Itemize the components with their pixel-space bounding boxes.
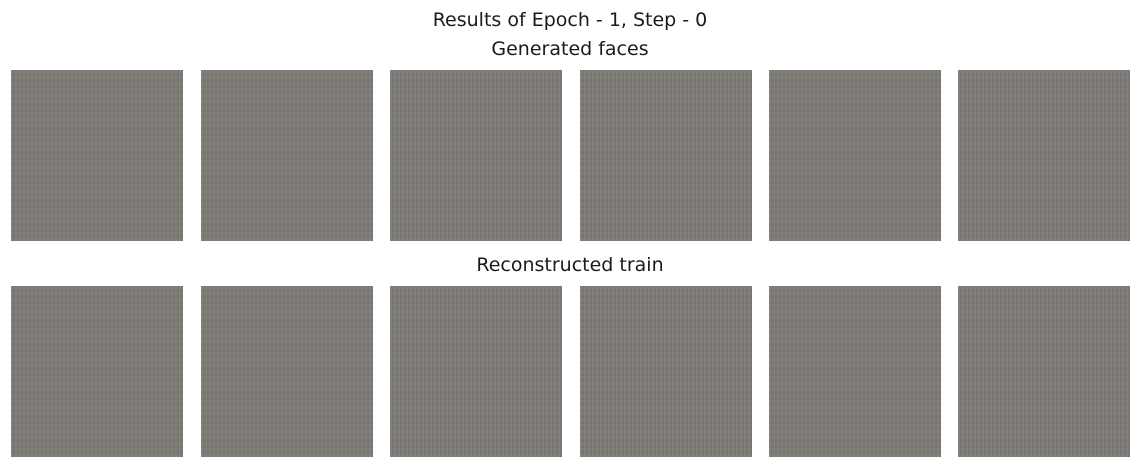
reconstructed-train-title: Reconstructed train: [476, 254, 664, 276]
reconstructed-image: [769, 286, 941, 457]
reconstructed-train-row: [0, 286, 1140, 458]
generated-face-image: [11, 70, 183, 241]
generated-face-image: [769, 70, 941, 241]
generated-face-image: [580, 70, 752, 241]
figure-title: Results of Epoch - 1, Step - 0: [432, 9, 708, 31]
reconstructed-image: [958, 286, 1130, 457]
generated-face-image: [201, 70, 373, 241]
reconstructed-image: [201, 286, 373, 457]
generated-face-image: [390, 70, 562, 241]
reconstructed-image: [11, 286, 183, 457]
generated-faces-title: Generated faces: [491, 38, 649, 60]
reconstructed-image: [580, 286, 752, 457]
reconstructed-image: [390, 286, 562, 457]
generated-face-image: [958, 70, 1130, 241]
generated-faces-row: [0, 70, 1140, 242]
